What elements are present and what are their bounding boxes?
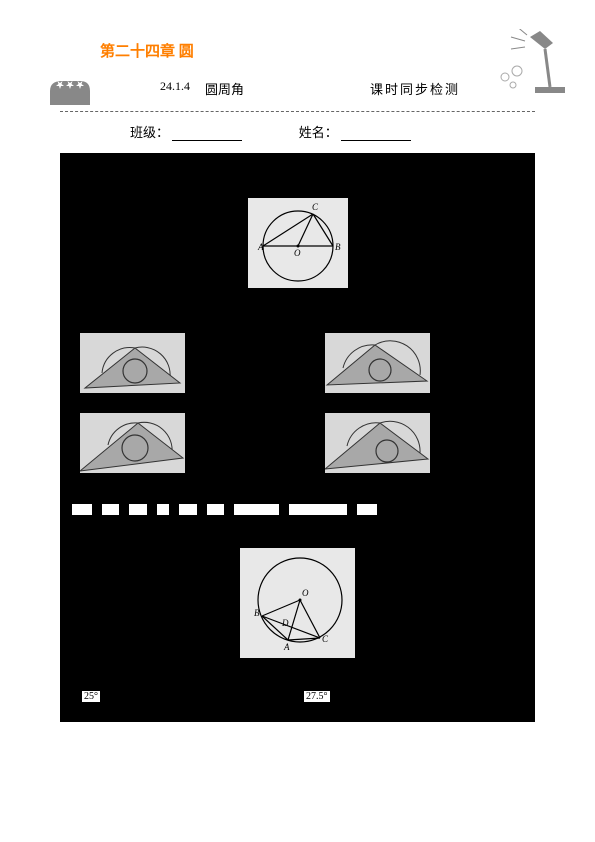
label-O3: O: [302, 588, 309, 598]
q3-angle-a: ∠A = 60°: [234, 504, 278, 515]
section-number: 24.1.4: [160, 79, 190, 94]
gap-4: [60, 663, 535, 681]
gap-3: [60, 523, 535, 538]
test-label: 课时同步检测: [370, 79, 460, 98]
figure-1: A B C O: [248, 198, 348, 288]
answer-a: 25°: [82, 691, 100, 702]
triangle-options-row-2: [60, 408, 535, 478]
name-row: 班级： 姓名：: [130, 122, 535, 141]
figure-3-wrap: B O D A C: [60, 538, 535, 663]
name-label: 姓名：: [299, 125, 338, 140]
chapter-title: 第二十四章 圆: [100, 40, 535, 61]
label-C: C: [312, 202, 319, 212]
triangle-option-a: [80, 333, 185, 393]
question-2-text: [60, 293, 535, 328]
q3-angle-adc: ∠ADC = 85°: [289, 504, 348, 515]
section-title: 圆周角: [205, 79, 244, 98]
triangle-option-b: [325, 333, 430, 393]
q3-d: D: [157, 504, 168, 515]
label-A3: A: [283, 642, 290, 652]
label-B3: B: [254, 608, 260, 618]
label-O: O: [294, 248, 301, 258]
answer-row: 25° 27.5°: [60, 681, 535, 722]
question-1-text: [60, 153, 535, 193]
label-D3: D: [281, 618, 289, 628]
header-row: 24.1.4 圆周角 课时同步检测: [60, 69, 535, 109]
triangle-option-d: [325, 413, 430, 473]
star-badge-icon: [50, 77, 90, 105]
answer-b: 27.5°: [304, 691, 330, 702]
q3-angle-c: ∠C: [357, 504, 377, 515]
label-B: B: [335, 242, 341, 252]
label-A: A: [257, 242, 264, 252]
label-C3: C: [322, 634, 329, 644]
figure-1-wrap: A B C O: [60, 193, 535, 293]
q3-bc: BC: [102, 504, 119, 515]
gap-1: [60, 398, 535, 408]
gap-2: [60, 478, 535, 496]
q3-oc: OC: [207, 504, 225, 515]
triangle-options-row-1: [60, 328, 535, 398]
q3-ab: AB: [179, 504, 197, 515]
class-label: 班级：: [130, 125, 169, 140]
lamp-icon: [485, 29, 565, 99]
question-3-row: ⊙O BC OA D AB OC ∠A = 60° ∠ADC = 85° ∠C: [60, 496, 535, 523]
q3-circle-o: ⊙O: [72, 504, 92, 515]
triangle-option-c: [80, 413, 185, 473]
divider: [60, 111, 535, 112]
class-input-line[interactable]: [172, 126, 242, 141]
name-input-line[interactable]: [341, 126, 411, 141]
q3-oa: OA: [129, 504, 147, 515]
figure-3: B O D A C: [240, 548, 355, 658]
